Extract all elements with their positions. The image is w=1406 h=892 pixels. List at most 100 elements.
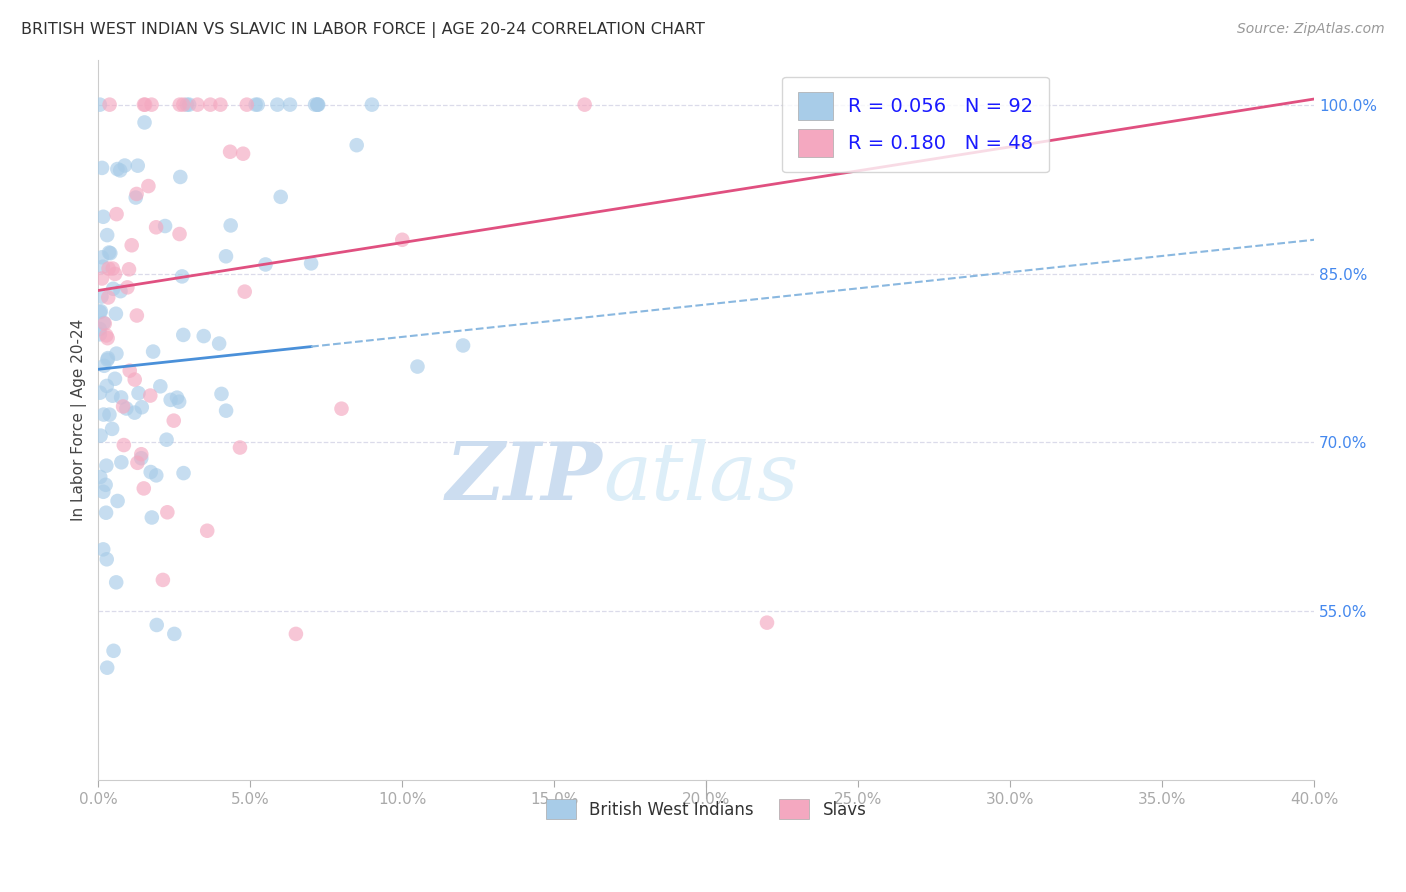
Point — [110, 284, 132, 298]
Point — [115, 401, 138, 416]
Point — [211, 387, 233, 401]
Point — [127, 456, 149, 470]
Point — [93, 359, 115, 373]
Point — [152, 573, 174, 587]
Point — [127, 159, 149, 173]
Point — [163, 627, 186, 641]
Point — [200, 97, 222, 112]
Point — [138, 179, 160, 194]
Point — [149, 379, 172, 393]
Point — [105, 575, 128, 590]
Point — [169, 169, 191, 184]
Point — [93, 317, 115, 331]
Point — [125, 309, 148, 323]
Point — [91, 542, 114, 557]
Point — [103, 644, 125, 658]
Point — [141, 510, 163, 524]
Point — [169, 97, 191, 112]
Point — [134, 115, 156, 129]
Point — [245, 97, 267, 112]
Point — [96, 352, 118, 367]
Point — [112, 438, 135, 452]
Point — [266, 97, 288, 112]
Point — [132, 97, 155, 112]
Point — [98, 408, 121, 422]
Point — [121, 238, 143, 252]
Point — [128, 386, 150, 401]
Point — [124, 406, 146, 420]
Point — [96, 661, 118, 675]
Point — [104, 267, 127, 281]
Point — [195, 524, 218, 538]
Point — [172, 97, 194, 112]
Point — [96, 228, 118, 243]
Legend: British West Indians, Slavs: British West Indians, Slavs — [540, 792, 873, 826]
Point — [91, 484, 114, 499]
Point — [105, 162, 128, 177]
Point — [307, 97, 329, 112]
Point — [125, 190, 148, 204]
Point — [139, 388, 162, 402]
Point — [110, 455, 132, 469]
Point — [209, 97, 232, 112]
Point — [105, 207, 128, 221]
Point — [166, 391, 188, 405]
Point — [756, 615, 779, 630]
Point — [98, 245, 121, 260]
Point — [142, 344, 165, 359]
Point — [129, 447, 152, 461]
Point — [90, 290, 112, 304]
Point — [91, 250, 114, 264]
Point — [284, 627, 307, 641]
Text: BRITISH WEST INDIAN VS SLAVIC IN LABOR FORCE | AGE 20-24 CORRELATION CHART: BRITISH WEST INDIAN VS SLAVIC IN LABOR F… — [21, 22, 704, 38]
Point — [145, 220, 167, 235]
Text: ZIP: ZIP — [446, 439, 603, 516]
Point — [101, 282, 124, 296]
Point — [170, 269, 193, 284]
Point — [229, 441, 252, 455]
Point — [278, 97, 301, 112]
Point — [89, 97, 111, 112]
Point — [254, 257, 277, 271]
Point — [117, 280, 139, 294]
Point — [145, 468, 167, 483]
Point — [193, 329, 215, 343]
Point — [232, 146, 254, 161]
Point — [107, 494, 129, 508]
Point — [93, 408, 115, 422]
Point — [236, 97, 259, 112]
Point — [304, 97, 326, 112]
Point — [101, 389, 124, 403]
Point — [96, 552, 118, 566]
Point — [105, 346, 128, 360]
Point — [173, 466, 195, 480]
Point — [93, 316, 115, 330]
Point — [330, 401, 353, 416]
Point — [132, 482, 155, 496]
Point — [125, 186, 148, 201]
Point — [89, 385, 111, 400]
Text: atlas: atlas — [603, 439, 799, 516]
Point — [94, 478, 117, 492]
Point — [97, 351, 120, 365]
Point — [118, 364, 141, 378]
Point — [96, 458, 118, 473]
Point — [141, 97, 163, 112]
Point — [101, 261, 124, 276]
Point — [299, 256, 322, 270]
Point — [167, 394, 190, 409]
Point — [361, 97, 384, 112]
Point — [89, 470, 111, 484]
Point — [114, 159, 136, 173]
Point — [101, 422, 124, 436]
Point — [96, 328, 118, 343]
Point — [346, 138, 368, 153]
Point — [91, 271, 114, 285]
Point — [172, 327, 194, 342]
Point — [131, 401, 153, 415]
Point — [104, 372, 127, 386]
Point — [104, 307, 127, 321]
Point — [391, 233, 413, 247]
Point — [98, 97, 121, 112]
Point — [451, 338, 474, 352]
